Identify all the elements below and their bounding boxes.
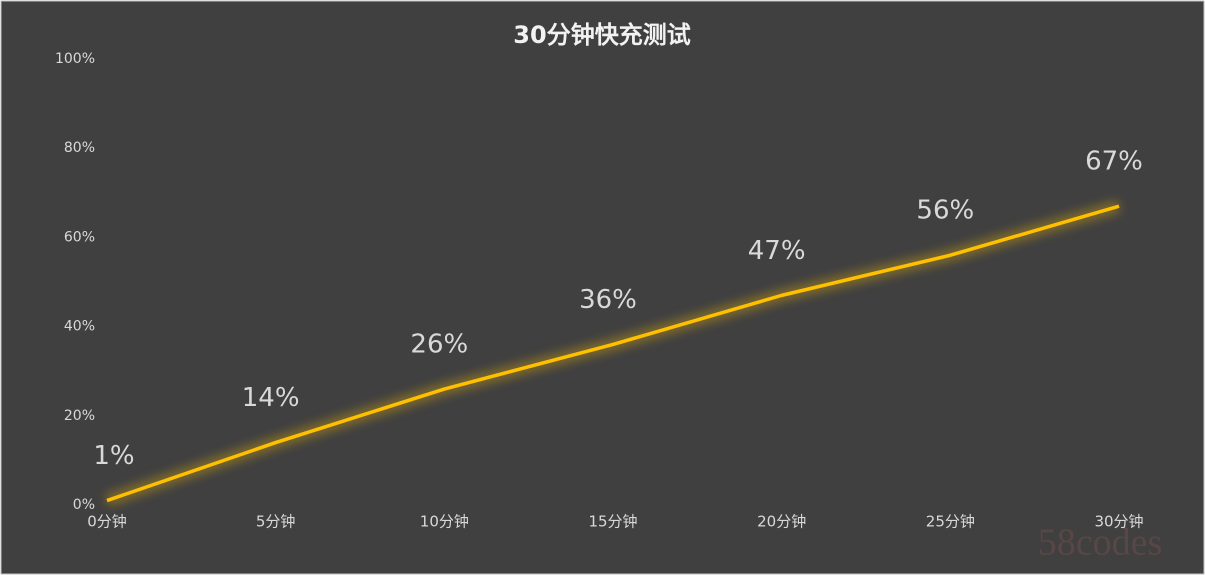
x-tick-label: 15分钟 bbox=[588, 513, 637, 531]
data-label: 56% bbox=[916, 196, 974, 226]
y-tick-label: 40% bbox=[64, 319, 95, 335]
x-tick-label: 20分钟 bbox=[757, 513, 806, 531]
x-tick-label: 25分钟 bbox=[926, 513, 975, 531]
data-label: 47% bbox=[748, 236, 806, 266]
chart-title: 30分钟快充测试 bbox=[513, 21, 690, 49]
data-label: 26% bbox=[410, 330, 468, 360]
data-label: 67% bbox=[1085, 147, 1143, 177]
y-tick-label: 100% bbox=[55, 51, 95, 67]
y-tick-label: 20% bbox=[64, 408, 95, 424]
x-tick-label: 0分钟 bbox=[87, 513, 127, 531]
y-tick-label: 0% bbox=[73, 497, 95, 513]
y-tick-label: 60% bbox=[64, 229, 95, 245]
data-label: 1% bbox=[93, 441, 134, 471]
data-label: 36% bbox=[579, 285, 637, 315]
x-tick-label: 10分钟 bbox=[420, 513, 469, 531]
y-tick-label: 80% bbox=[64, 140, 95, 156]
x-tick-label: 5分钟 bbox=[256, 513, 296, 531]
line bbox=[106, 204, 1120, 503]
x-tick-label: 30分钟 bbox=[1094, 513, 1143, 531]
watermark: 58codes bbox=[1038, 522, 1163, 564]
data-label: 14% bbox=[242, 383, 300, 413]
